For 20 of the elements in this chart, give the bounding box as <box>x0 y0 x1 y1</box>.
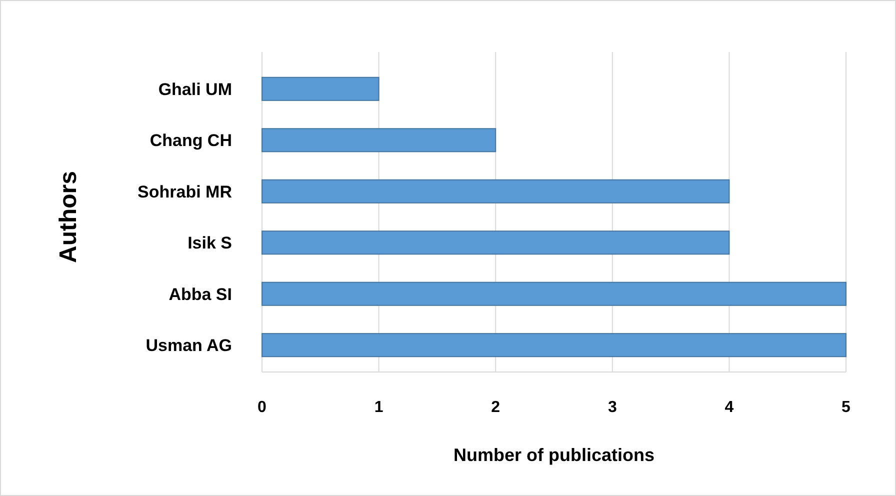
y-tick-label: Isik S <box>188 234 232 253</box>
y-tick-label: Ghali UM <box>158 80 232 99</box>
x-axis-title: Number of publications <box>453 445 655 465</box>
x-tick-label: 0 <box>258 399 267 416</box>
y-tick-label: Abba SI <box>168 284 232 304</box>
x-tick-label: 3 <box>608 399 617 416</box>
x-tick-label: 5 <box>842 399 851 416</box>
bar <box>262 76 380 101</box>
x-tick-label: 4 <box>724 399 734 416</box>
y-tick-label: Usman AG <box>146 336 232 356</box>
x-tick-label: 1 <box>374 399 384 416</box>
y-tick-label: Sohrabi MR <box>138 182 232 202</box>
bar <box>262 128 496 152</box>
bar <box>262 282 846 306</box>
y-axis-title: Authors <box>55 171 82 263</box>
bar <box>262 179 730 204</box>
y-tick-label: Chang CH <box>150 131 232 150</box>
bar <box>262 230 730 255</box>
x-tick-label: 2 <box>491 399 500 416</box>
bar <box>262 333 846 358</box>
